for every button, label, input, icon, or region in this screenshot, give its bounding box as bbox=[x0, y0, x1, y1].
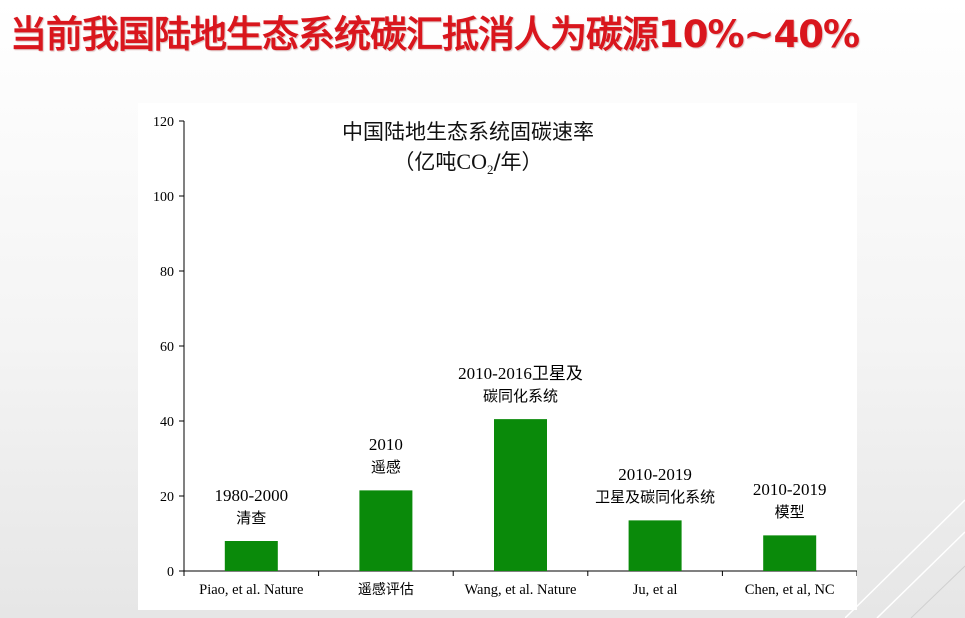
bar bbox=[494, 419, 547, 571]
x-tick-label: Ju, et al bbox=[633, 582, 678, 598]
bar-annotation-year: 1980-2000 bbox=[214, 486, 289, 505]
chart-title: 中国陆地生态系统固碳速率 （亿吨CO2/年） bbox=[318, 117, 618, 185]
bar-annotation-year: 2010 bbox=[368, 435, 403, 455]
slide-title: 当前我国陆地生态系统碳汇抵消人为碳源10%~40% bbox=[10, 13, 860, 56]
y-tick-label: 60 bbox=[160, 340, 174, 355]
x-tick-label: Chen, et al, NC bbox=[745, 582, 835, 598]
bar-annotation: 2010-2019 卫星及碳同化系统 bbox=[560, 464, 750, 508]
decorative-lines bbox=[845, 499, 965, 618]
bar-annotation-year: 2010-2019 bbox=[752, 480, 827, 500]
y-tick-label: 20 bbox=[160, 490, 174, 505]
bar-annotation: 1980-2000 清查 bbox=[156, 485, 346, 529]
bar-annotation-desc: 模型 bbox=[774, 503, 805, 522]
bar-annotation-desc: 卫星及碳同化系统 bbox=[595, 488, 716, 507]
x-tick-label: Wang, et al. Nature bbox=[465, 582, 577, 598]
bar bbox=[763, 535, 817, 571]
bar-annotation-desc: 碳同化系统 bbox=[482, 387, 558, 406]
bar-annotation-year: 2010-2016卫星及 bbox=[458, 364, 583, 384]
bar-annotation: 2010-2016卫星及 碳同化系统 bbox=[426, 363, 616, 407]
bar-annotation-desc: 清查 bbox=[236, 509, 267, 527]
bar bbox=[628, 520, 682, 571]
y-tick-label: 0 bbox=[167, 565, 174, 580]
y-tick-label: 100 bbox=[153, 190, 174, 205]
x-tick-label: 遥感评估 bbox=[358, 581, 414, 598]
bar-annotation-desc: 遥感 bbox=[370, 458, 401, 477]
y-tick-label: 80 bbox=[160, 265, 174, 280]
bar-chart: 0 20 40 60 80 100 120 Piao, et al. Nature 遥感评估 Wa… bbox=[153, 115, 857, 598]
x-tick-label: Piao, et al. Nature bbox=[199, 582, 303, 598]
bar-annotation: 2010-2019 模型 bbox=[695, 479, 885, 523]
y-tick-label: 40 bbox=[160, 415, 174, 430]
chart-subtitle-prefix: （亿吨 bbox=[393, 150, 457, 174]
bar bbox=[359, 490, 413, 571]
chart-subtitle-chem: CO bbox=[456, 149, 487, 174]
chart-title-line1: 中国陆地生态系统固碳速率 bbox=[342, 120, 594, 144]
y-tick-label: 120 bbox=[153, 115, 174, 130]
chart-subtitle: （亿吨CO2/年） bbox=[318, 147, 618, 185]
bar-annotation-year: 2010-2019 bbox=[618, 465, 692, 485]
bar bbox=[224, 541, 278, 571]
bar-annotation: 2010 遥感 bbox=[291, 434, 481, 478]
chart-panel: 0 20 40 60 80 100 120 Piao, et al. Nature 遥感评估 Wa… bbox=[138, 103, 857, 610]
chart-subtitle-sub: 2 bbox=[486, 162, 494, 178]
chart-subtitle-suffix: /年） bbox=[493, 150, 543, 174]
